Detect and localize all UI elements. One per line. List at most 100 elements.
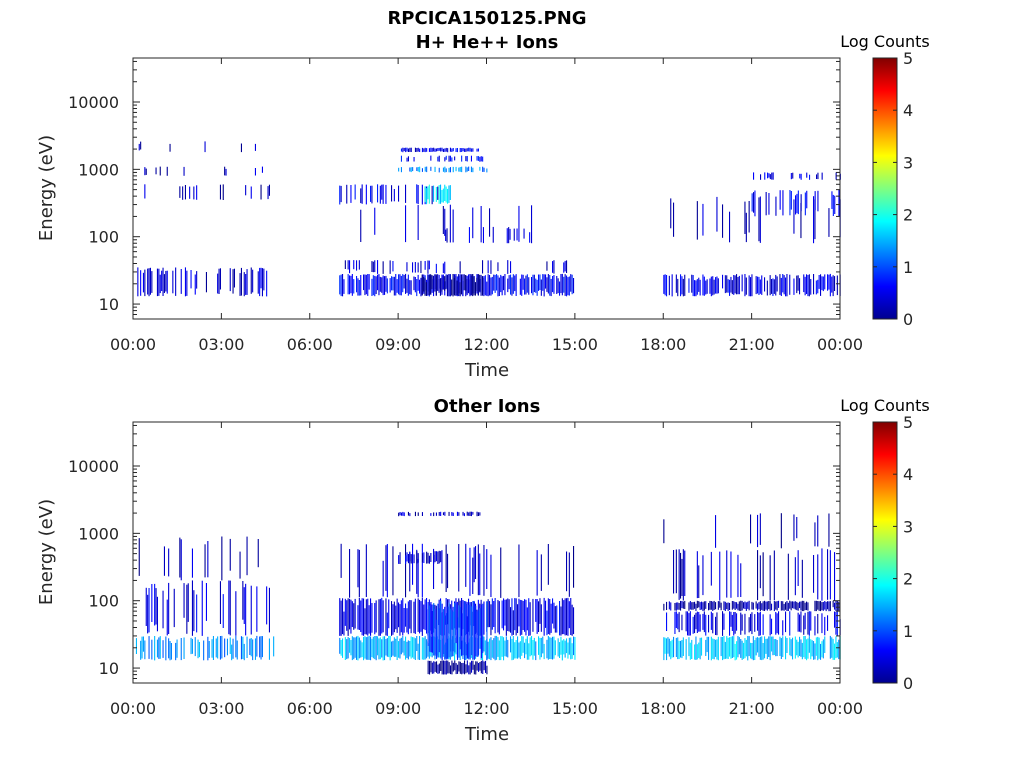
heatmap-cell (462, 511, 464, 516)
heatmap-cell (421, 168, 423, 172)
heatmap-cell (803, 636, 805, 658)
heatmap-cell (762, 614, 764, 635)
heatmap-cell (790, 191, 792, 210)
h-he-ions-panel: RPCICA150125.PNG H+ He++ Ions 00:00 03:00… (36, 8, 930, 381)
heatmap-cell (822, 639, 824, 659)
heatmap-cell (723, 636, 725, 660)
heatmap-cell (347, 274, 349, 295)
heatmap-cell (810, 639, 812, 660)
colorbar (872, 421, 898, 684)
heatmap-cell (144, 167, 146, 176)
heatmap-cell (737, 603, 739, 611)
heatmap-cell (487, 641, 489, 659)
heatmap-cell (782, 636, 784, 657)
heatmap-cell (382, 560, 384, 597)
heatmap-cell (695, 603, 697, 611)
heatmap-cell (540, 637, 542, 658)
heatmap-cell (471, 606, 473, 656)
heatmap-cell (434, 551, 436, 563)
heatmap-cell (166, 270, 168, 294)
heatmap-cell (260, 636, 262, 660)
heatmap-cell (217, 636, 219, 659)
heatmap-cell (222, 594, 224, 628)
heatmap-cell (680, 274, 682, 297)
heatmap-cell (246, 636, 248, 658)
heatmap-cell (820, 274, 822, 296)
x-tick-label: 03:00 (198, 335, 244, 354)
heatmap-cell (522, 636, 524, 653)
heatmap-cell (440, 660, 442, 671)
x-tick-label: 09:00 (375, 699, 421, 718)
heatmap-cell (406, 278, 408, 293)
heatmap-cell (198, 642, 200, 658)
heatmap-cell (342, 598, 344, 635)
heatmap-cell (773, 601, 775, 612)
heatmap-cell (688, 637, 690, 657)
heatmap-cell (719, 601, 721, 608)
heatmap-cell (434, 661, 436, 672)
heatmap-cell (475, 661, 477, 675)
heatmap-cell (396, 598, 398, 633)
heatmap-cell (438, 185, 440, 204)
colorbar-tick-label: 4 (903, 465, 913, 484)
heatmap-cell (438, 147, 440, 151)
heatmap-cell (451, 610, 453, 657)
heatmap-cell (427, 260, 429, 274)
heatmap-cell (504, 640, 506, 657)
heatmap-cell (189, 186, 191, 199)
heatmap-cell (561, 273, 563, 296)
heatmap-cell (677, 602, 679, 610)
heatmap-cell (814, 643, 816, 660)
heatmap-cell (469, 547, 471, 596)
heatmap-cell (696, 201, 698, 240)
heatmap-cell (395, 274, 397, 296)
heatmap-cell (166, 599, 168, 636)
heatmap-cell (410, 147, 412, 152)
heatmap-cell (500, 274, 502, 293)
heatmap-cell (413, 637, 415, 659)
heatmap-cell (726, 550, 728, 598)
heatmap-cell (455, 638, 457, 655)
heatmap-cell (715, 277, 717, 294)
heatmap-cell (757, 514, 759, 548)
heatmap-cell (497, 262, 499, 272)
heatmap-cell (438, 663, 440, 674)
heatmap-cell (257, 271, 259, 294)
heatmap-cell (357, 549, 359, 588)
heatmap-cell (358, 598, 360, 630)
heatmap-cell (259, 636, 261, 658)
heatmap-cell (427, 641, 429, 657)
heatmap-cell (664, 637, 666, 654)
heatmap-cell (371, 261, 373, 272)
heatmap-cell (792, 637, 794, 660)
heatmap-cell (356, 276, 358, 293)
heatmap-cell (487, 274, 489, 297)
heatmap-cell (836, 275, 838, 296)
heatmap-cell (535, 599, 537, 622)
heatmap-cell (560, 636, 562, 655)
heatmap-cell (766, 280, 768, 296)
heatmap-cell (744, 274, 746, 297)
heatmap-cell (716, 639, 718, 660)
heatmap-cell (182, 186, 184, 200)
heatmap-cell (448, 185, 450, 203)
heatmap-cell (459, 282, 461, 296)
heatmap-cell (179, 186, 181, 198)
heatmap-cell (717, 601, 719, 610)
heatmap-cell (440, 511, 442, 516)
heatmap-cell (758, 602, 760, 610)
heatmap-cell (170, 643, 172, 660)
heatmap-cell (389, 278, 391, 293)
heatmap-cell (138, 143, 140, 151)
heatmap-cell (560, 274, 562, 294)
heatmap-cell (727, 279, 729, 293)
heatmap-cell (438, 550, 440, 564)
heatmap-cell (525, 638, 527, 655)
heatmap-cell (806, 190, 808, 209)
heatmap-cell (347, 637, 349, 659)
heatmap-cell (455, 663, 457, 675)
heatmap-cell (834, 552, 836, 601)
heatmap-cell (709, 278, 711, 294)
heatmap-cell (256, 635, 258, 657)
heatmap-cell (442, 275, 444, 290)
